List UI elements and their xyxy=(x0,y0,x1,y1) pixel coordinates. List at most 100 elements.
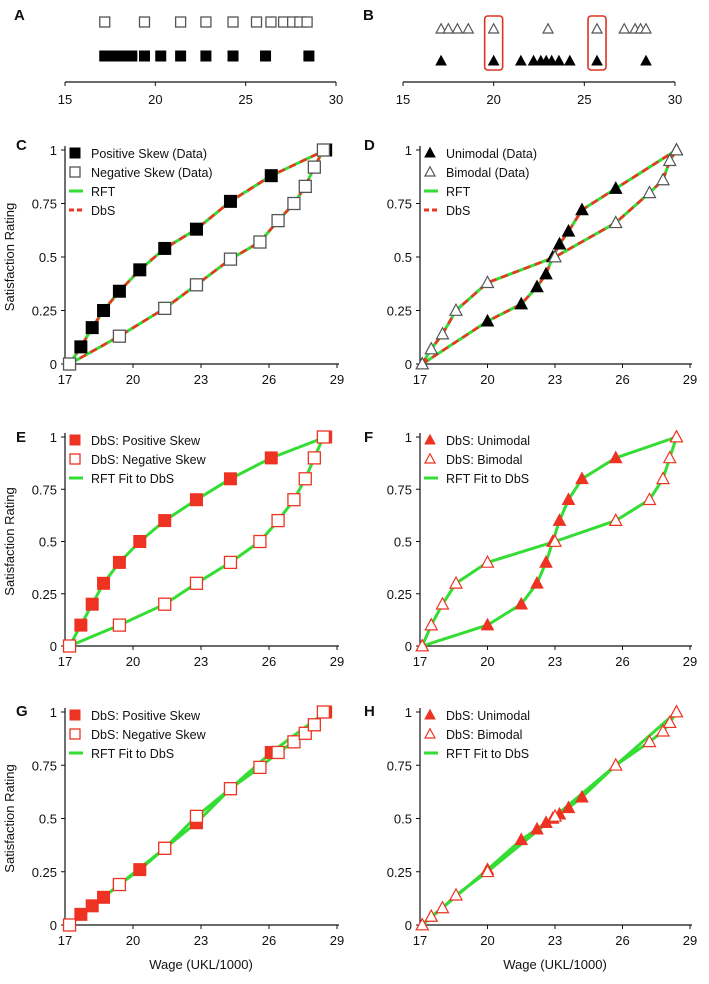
data-point xyxy=(487,22,500,34)
data-point xyxy=(539,266,553,280)
x-tick-label: 20 xyxy=(480,372,494,387)
data-point xyxy=(415,638,430,652)
data-point xyxy=(307,451,321,465)
data-point xyxy=(462,22,475,34)
legend-swatch xyxy=(424,708,436,720)
data-point xyxy=(435,54,447,66)
data-point xyxy=(608,215,623,229)
data-point xyxy=(448,575,464,589)
data-point xyxy=(530,575,544,589)
data-point xyxy=(200,50,212,62)
y-tick-label: 0.75 xyxy=(387,197,412,212)
data-point xyxy=(62,357,77,371)
data-point xyxy=(561,800,576,814)
series-dbs-negative-skew xyxy=(62,705,331,932)
panel-g: G 0 0.25 0.5 0.75 1 17 20 23 26 29 Satisfaction Rat… xyxy=(2,703,344,972)
panel-h: H 0 0.25 0.5 0.75 1 17 20 23 26 29 Wage (UKL/1000) D… xyxy=(364,703,697,972)
x-tick-label: 29 xyxy=(330,933,344,948)
series-negative-skew-data- xyxy=(62,143,331,371)
y-tick-label: 0.25 xyxy=(387,865,412,880)
fit-line-dbs xyxy=(68,148,327,365)
x-axis-label: Wage (UKL/1000) xyxy=(149,957,253,972)
series-negative-skew xyxy=(99,16,313,28)
data-point xyxy=(487,54,500,66)
series-bimodal xyxy=(435,22,652,34)
data-point xyxy=(117,50,129,62)
data-point xyxy=(448,302,464,316)
data-point xyxy=(514,596,529,610)
data-point xyxy=(514,832,529,846)
legend-swatch xyxy=(69,147,81,159)
data-point xyxy=(316,143,331,157)
y-tick-label: 0.25 xyxy=(387,304,412,319)
legend-label: RFT xyxy=(446,185,471,199)
legend-label: DbS: Bimodal xyxy=(446,453,522,467)
data-point xyxy=(298,179,312,194)
x-axis-label: Wage (UKL/1000) xyxy=(503,957,607,972)
data-point xyxy=(74,340,88,354)
legend-label: DbS: Bimodal xyxy=(446,728,522,742)
series-positive-skew xyxy=(99,50,315,62)
data-point xyxy=(307,718,321,732)
data-point xyxy=(669,429,684,443)
x-tick-label: 23 xyxy=(194,372,208,387)
legend: Unimodal (Data) Bimodal (Data) RFT DbS xyxy=(423,146,537,218)
data-point xyxy=(85,597,99,611)
legend-label: RFT Fit to DbS xyxy=(91,747,174,761)
x-tick-label: 30 xyxy=(329,92,343,107)
x-tick-label: 17 xyxy=(58,654,72,669)
data-point xyxy=(435,900,450,914)
data-point xyxy=(174,16,187,28)
data-point xyxy=(662,715,677,729)
data-point xyxy=(561,492,576,505)
data-point xyxy=(303,50,315,62)
legend-swatch xyxy=(423,727,437,739)
data-point xyxy=(662,153,677,167)
data-point xyxy=(264,451,278,465)
y-tick-label: 0 xyxy=(405,918,412,933)
data-point xyxy=(415,917,430,931)
data-point xyxy=(74,618,88,632)
legend-label: DbS: Negative Skew xyxy=(91,453,207,467)
data-point xyxy=(138,16,151,28)
data-point xyxy=(200,16,212,28)
data-point xyxy=(655,723,671,737)
panel-label: A xyxy=(14,7,25,24)
data-point xyxy=(97,304,111,317)
data-point xyxy=(85,899,99,913)
data-point xyxy=(271,513,285,528)
data-point xyxy=(189,809,204,824)
data-point xyxy=(227,16,239,28)
data-point xyxy=(639,22,652,34)
data-point xyxy=(435,326,450,340)
x-tick-label: 29 xyxy=(683,654,697,669)
x-tick-label: 23 xyxy=(548,372,562,387)
legend-label: RFT Fit to DbS xyxy=(91,472,174,486)
data-point xyxy=(307,160,321,174)
data-point xyxy=(271,745,285,760)
series-dbs-negative-skew xyxy=(62,430,331,653)
data-point xyxy=(138,50,150,62)
data-point xyxy=(424,617,439,631)
data-point xyxy=(515,54,527,66)
data-point xyxy=(669,704,684,718)
legend-label: DbS xyxy=(446,204,470,218)
x-tick-label: 26 xyxy=(615,372,629,387)
x-tick-label: 29 xyxy=(683,372,697,387)
legend: DbS: Unimodal DbS: Bimodal RFT Fit to DbS xyxy=(423,708,530,761)
y-tick-label: 1 xyxy=(405,430,412,445)
data-point xyxy=(424,341,439,355)
y-tick-label: 1 xyxy=(405,705,412,720)
data-point xyxy=(112,618,127,632)
legend: DbS: Positive Skew DbS: Negative Skew RFT … xyxy=(69,434,207,486)
x-tick-label: 23 xyxy=(548,654,562,669)
x-tick-label: 20 xyxy=(486,92,500,107)
panel-label: D xyxy=(364,137,375,154)
legend-label: DbS: Positive Skew xyxy=(91,709,201,723)
panel-label: F xyxy=(364,429,373,446)
data-point xyxy=(415,356,430,370)
data-point xyxy=(99,50,111,62)
fit-line-rft xyxy=(68,148,327,365)
series-dbs-bimodal xyxy=(415,704,684,931)
